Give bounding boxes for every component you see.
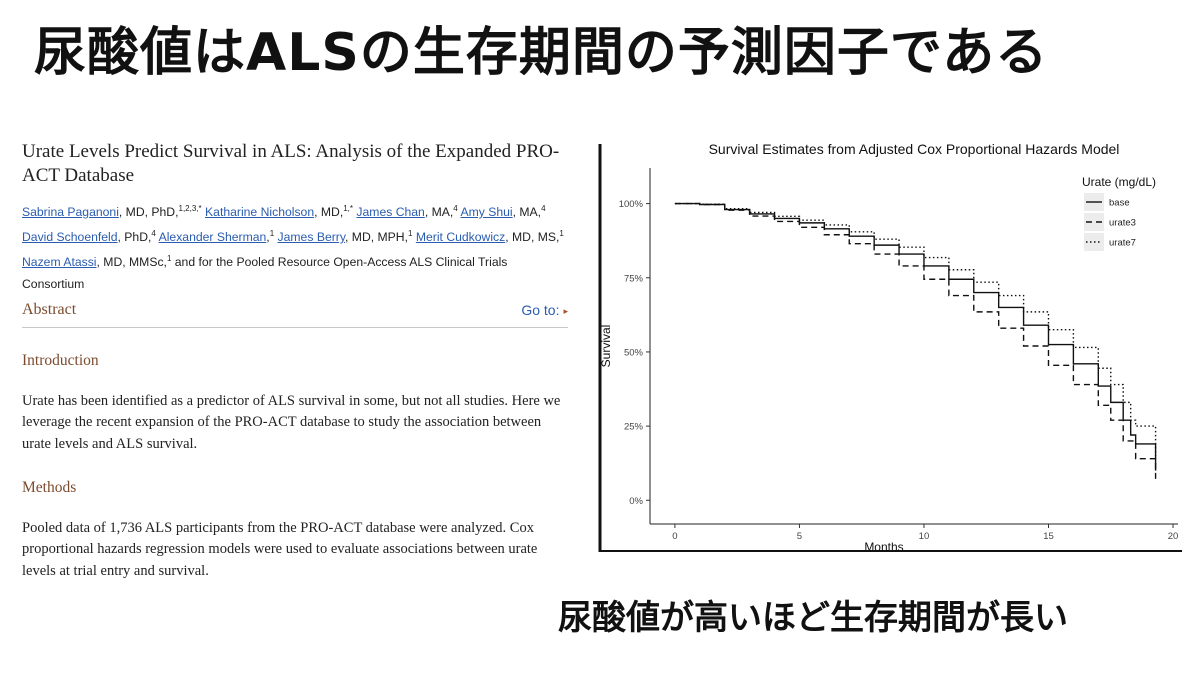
author-credentials: , MD, MPH, xyxy=(345,230,408,245)
legend-title: Urate (mg/dL) xyxy=(1082,175,1156,189)
survival-chart: Survival Estimates from Adjusted Cox Pro… xyxy=(598,138,1182,556)
author-affiliation: 4 xyxy=(541,204,546,213)
series-line-urate3 xyxy=(674,202,1157,480)
y-tick-label: 100% xyxy=(619,199,644,210)
x-tick-label: 10 xyxy=(919,531,930,542)
author-credentials: , MA, xyxy=(424,205,454,220)
y-tick-label: 50% xyxy=(624,347,644,358)
author-affiliation: 1 xyxy=(269,229,275,239)
goto-link[interactable]: Go to: ▸ xyxy=(521,302,568,318)
author-link[interactable]: David Schoenfeld xyxy=(22,230,118,245)
author-credentials: , MA, xyxy=(512,205,542,220)
author-link[interactable]: Merit Cudkowicz xyxy=(415,230,506,245)
survival-chart-svg: Survival Estimates from Adjusted Cox Pro… xyxy=(598,141,1182,554)
methods-text: Pooled data of 1,736 ALS participants fr… xyxy=(22,520,538,579)
author-link[interactable]: James Berry xyxy=(277,230,346,245)
y-tick-label: 0% xyxy=(629,496,643,507)
goto-label[interactable]: Go to: xyxy=(521,302,560,319)
chart-title: Survival Estimates from Adjusted Cox Pro… xyxy=(709,141,1120,157)
y-tick-label: 75% xyxy=(624,273,644,284)
introduction-text: Urate has been identified as a predictor… xyxy=(22,393,561,452)
paper-excerpt: Urate Levels Predict Survival in ALS: An… xyxy=(22,140,568,582)
series-line-urate7 xyxy=(674,202,1157,456)
author-affiliation: 1,2,3,* xyxy=(178,204,202,213)
series-line-base xyxy=(674,202,1157,471)
author-link[interactable]: James Chan xyxy=(356,205,425,220)
legend-label-urate7: urate7 xyxy=(1109,238,1136,249)
legend-label-base: base xyxy=(1109,198,1130,209)
author-credentials: , MD, MS, xyxy=(505,230,560,245)
x-axis-label: Months xyxy=(864,540,903,554)
author-affiliation: 1 xyxy=(166,254,172,264)
abstract-heading: Abstract xyxy=(22,301,77,319)
author-link[interactable]: Alexander Sherman xyxy=(158,230,267,245)
y-tick-label: 25% xyxy=(624,422,644,433)
author-affiliation: 1 xyxy=(559,229,564,239)
author-link[interactable]: Sabrina Paganoni xyxy=(22,205,119,220)
author-affiliation: 1,* xyxy=(343,204,354,213)
x-tick-label: 5 xyxy=(797,531,802,542)
author-affiliation: 1 xyxy=(408,229,413,239)
legend-key-bg xyxy=(1084,213,1104,231)
author-link[interactable]: Amy Shui xyxy=(460,205,513,220)
introduction-heading: Introduction xyxy=(22,352,99,370)
abstract-bar: Abstract Go to: ▸ xyxy=(22,301,568,329)
author-credentials: , MD, xyxy=(314,205,344,220)
paper-title: Urate Levels Predict Survival in ALS: An… xyxy=(22,141,560,186)
x-tick-label: 20 xyxy=(1168,531,1179,542)
slide-caption: 尿酸値が高いほど生存期間が長い xyxy=(558,598,1068,638)
author-list: Sabrina Paganoni, MD, PhD,1,2,3,* Kathar… xyxy=(22,198,568,295)
x-tick-label: 0 xyxy=(672,531,677,542)
author-link[interactable]: Katharine Nicholson xyxy=(205,205,315,220)
goto-arrow-icon: ▸ xyxy=(563,306,568,317)
author-affiliation: 4 xyxy=(151,229,156,239)
methods-heading: Methods xyxy=(22,479,77,497)
author-credentials: , PhD, xyxy=(117,230,152,245)
author-link[interactable]: Nazem Atassi xyxy=(22,255,97,270)
y-axis-label: Survival xyxy=(599,325,613,368)
author-affiliation: 4 xyxy=(453,204,458,213)
x-tick-label: 15 xyxy=(1043,531,1054,542)
author-credentials: , xyxy=(266,230,270,245)
author-credentials: , MD, MMSc, xyxy=(96,255,167,270)
slide-title: 尿酸値はALSの生存期間の予測因子である xyxy=(34,23,1049,83)
legend-label-urate3: urate3 xyxy=(1109,218,1136,229)
author-credentials: , MD, PhD, xyxy=(118,205,179,220)
consortium-text: and for the Pooled Resource Open-Access … xyxy=(22,255,508,292)
